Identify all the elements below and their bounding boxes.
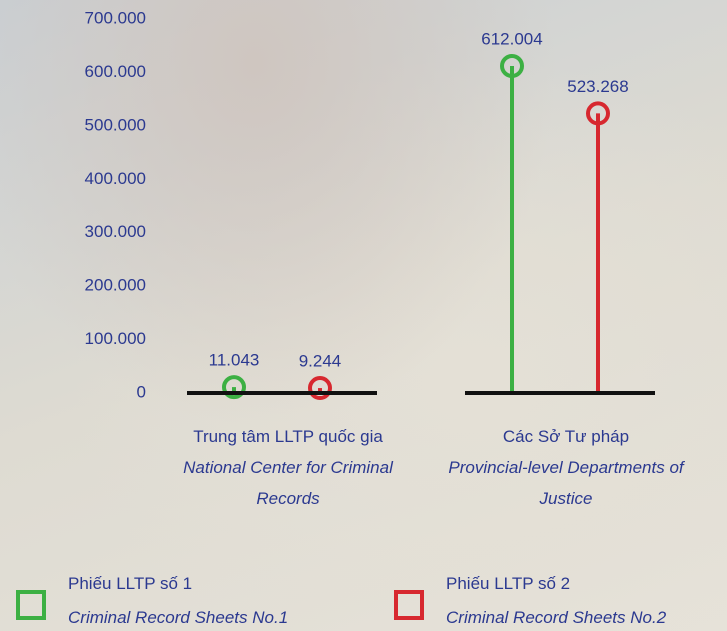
y-tick-label: 100.000 — [85, 329, 146, 348]
x-tick-label: Trung tâm LLTP quốc gia — [143, 421, 433, 452]
legend-swatch — [18, 592, 44, 618]
y-tick-label: 0 — [137, 382, 146, 401]
legend-swatch — [396, 592, 422, 618]
y-tick-label: 200.000 — [85, 276, 146, 295]
y-tick-label: 400.000 — [85, 169, 146, 188]
value-label: 612.004 — [481, 29, 542, 48]
value-label: 11.043 — [209, 351, 260, 370]
y-tick-label: 300.000 — [85, 222, 146, 241]
chart: 0 100.000 200.000 300.000 400.000 500.000 600.… — [0, 0, 727, 631]
x-tick-label-en: National Center for Criminal Records — [153, 452, 423, 514]
legend-label-en: Criminal Record Sheets No.1 — [68, 604, 288, 631]
x-tick-label-en: Provincial-level Departments of Justice — [431, 452, 701, 514]
y-tick-label: 700.000 — [85, 8, 146, 27]
value-label: 523.268 — [567, 77, 628, 96]
legend-label-en: Criminal Record Sheets No.2 — [446, 604, 666, 631]
plot: 0 100.000 200.000 300.000 400.000 500.000 600.… — [0, 0, 727, 631]
value-label: 9.244 — [299, 352, 342, 371]
legend-label: Phiếu LLTP số 2 — [446, 570, 570, 598]
y-tick-label: 500.000 — [85, 115, 146, 134]
x-tick-label: Các Sở Tư pháp — [421, 421, 711, 452]
y-tick-label: 600.000 — [85, 62, 146, 81]
legend-label: Phiếu LLTP số 1 — [68, 570, 192, 598]
